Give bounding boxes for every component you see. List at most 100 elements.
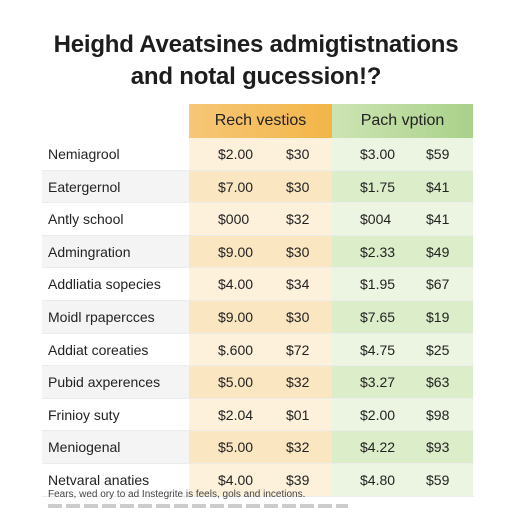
cell-v3: $4.80 — [360, 471, 396, 488]
pach-column-background — [332, 463, 473, 497]
cell-v1: $5.00 — [218, 439, 254, 456]
row-label: Addliatia sopecies — [48, 276, 161, 293]
cell-v4: $19 — [426, 308, 450, 325]
pach-column-background — [332, 398, 473, 432]
row-divider — [42, 495, 474, 497]
header-reach-options: Rech vestios — [189, 104, 332, 138]
table-row: Netvaral anaties $4.00 $39 $4.80 $59 — [42, 463, 474, 497]
row-label: Eatergernol — [48, 178, 121, 195]
cell-v3: $2.00 — [360, 406, 396, 423]
row-divider — [42, 169, 474, 171]
cell-v1: $4.00 — [218, 276, 254, 293]
cell-v4: $41 — [426, 211, 450, 228]
cell-v1: $2.04 — [218, 406, 254, 423]
cell-v3: $7.65 — [360, 308, 396, 325]
cell-v4: $63 — [426, 374, 450, 391]
row-label: Addiat coreaties — [48, 341, 149, 358]
cell-v4: $41 — [426, 178, 450, 195]
row-label: Meniogenal — [48, 439, 121, 456]
row-label-background — [42, 300, 189, 334]
reach-column-background — [189, 463, 332, 497]
pach-column-background — [332, 333, 473, 367]
page-subtitle: and notal gucession!? — [130, 63, 382, 90]
cell-v2: $01 — [286, 406, 310, 423]
row-divider — [42, 397, 474, 399]
cell-v4: $67 — [426, 276, 450, 293]
cell-v1: $2.00 — [218, 146, 254, 162]
table-row: Pubid axperences $5.00 $32 $3.27 $63 — [42, 366, 474, 399]
cell-v2: $30 — [286, 308, 310, 325]
cell-v4: $25 — [426, 341, 450, 358]
cell-v2: $30 — [286, 178, 310, 195]
cell-v4: $59 — [426, 471, 450, 488]
cell-v3: $2.33 — [360, 243, 396, 260]
cell-v1: $000 — [218, 211, 250, 228]
reach-column-background — [189, 333, 332, 367]
cell-v2: $30 — [286, 243, 310, 260]
row-label: Frinioy suty — [48, 406, 120, 423]
reach-column-background — [189, 138, 332, 171]
row-divider — [42, 202, 474, 204]
cell-v4: $98 — [426, 406, 450, 423]
cell-v1: $7.00 — [218, 178, 254, 195]
reach-column-background — [189, 366, 332, 399]
cell-v3: $1.95 — [360, 276, 396, 293]
cell-v3: $004 — [360, 211, 392, 228]
pach-column-background — [332, 268, 473, 301]
row-divider — [42, 267, 474, 269]
pach-column-background — [332, 300, 473, 334]
footnote-faded-line — [48, 504, 348, 508]
pach-column-background — [332, 366, 473, 399]
table-row: Moidl rpapercces $9.00 $30 $7.65 $19 — [42, 300, 474, 334]
cell-v1: $.600 — [218, 341, 254, 358]
header-pach-option: Pach vption — [332, 104, 473, 138]
pach-column-background — [332, 203, 473, 236]
table-header-row: Rech vestios Pach vption — [42, 104, 474, 138]
cell-v1: $9.00 — [218, 243, 254, 260]
reach-column-background — [189, 300, 332, 334]
cell-v2: $34 — [286, 276, 310, 293]
cell-v4: $93 — [426, 439, 450, 456]
row-label-background — [42, 235, 189, 269]
reach-column-background — [189, 170, 332, 204]
cell-v1: $9.00 — [218, 308, 254, 325]
table-row: Admingration $9.00 $30 $2.33 $49 — [42, 235, 474, 269]
pach-column-background — [332, 235, 473, 269]
row-divider — [42, 365, 474, 367]
row-divider — [42, 299, 474, 301]
table-row: Antly school $000 $32 $004 $41 — [42, 203, 474, 236]
footnote: Fears, wed ory to ad Instegrite is feels… — [48, 489, 306, 500]
cell-v4: $49 — [426, 243, 450, 260]
cell-v2: $72 — [286, 341, 310, 358]
cell-v2: $30 — [286, 146, 310, 162]
cell-v1: $4.00 — [218, 471, 254, 488]
cell-v1: $5.00 — [218, 374, 254, 391]
row-label-background — [42, 170, 189, 204]
cell-v3: $3.27 — [360, 374, 396, 391]
pach-column-background — [332, 170, 473, 204]
row-label: Moidl rpapercces — [48, 308, 155, 325]
cell-v3: $4.22 — [360, 439, 396, 456]
reach-column-background — [189, 268, 332, 301]
row-divider — [42, 462, 474, 464]
row-divider — [42, 332, 474, 334]
table-row: Addiat coreaties $.600 $72 $4.75 $25 — [42, 333, 474, 367]
cell-v3: $1.75 — [360, 178, 396, 195]
cell-v4: $59 — [426, 146, 450, 162]
table-row: Frinioy suty $2.04 $01 $2.00 $98 — [42, 398, 474, 432]
row-divider — [42, 430, 474, 432]
table-row: Meniogenal $5.00 $32 $4.22 $93 — [42, 431, 474, 464]
table-row: Addliatia sopecies $4.00 $34 $1.95 $67 — [42, 268, 474, 301]
row-label: Netvaral anaties — [48, 471, 150, 488]
pach-column-background — [332, 138, 473, 171]
cell-v2: $32 — [286, 439, 310, 456]
cell-v3: $4.75 — [360, 341, 396, 358]
row-label-background — [42, 366, 189, 399]
table-row: Eatergernol $7.00 $30 $1.75 $41 — [42, 170, 474, 204]
row-label: Pubid axperences — [48, 374, 161, 391]
table-row: Nemiagrool $2.00 $30 $3.00 $59 — [42, 138, 474, 171]
pricing-table: Rech vestios Pach vption Nemiagrool $2.00… — [42, 104, 474, 497]
row-label: Nemiagrool — [48, 146, 120, 162]
row-label-background — [42, 431, 189, 464]
row-label: Admingration — [48, 243, 131, 260]
